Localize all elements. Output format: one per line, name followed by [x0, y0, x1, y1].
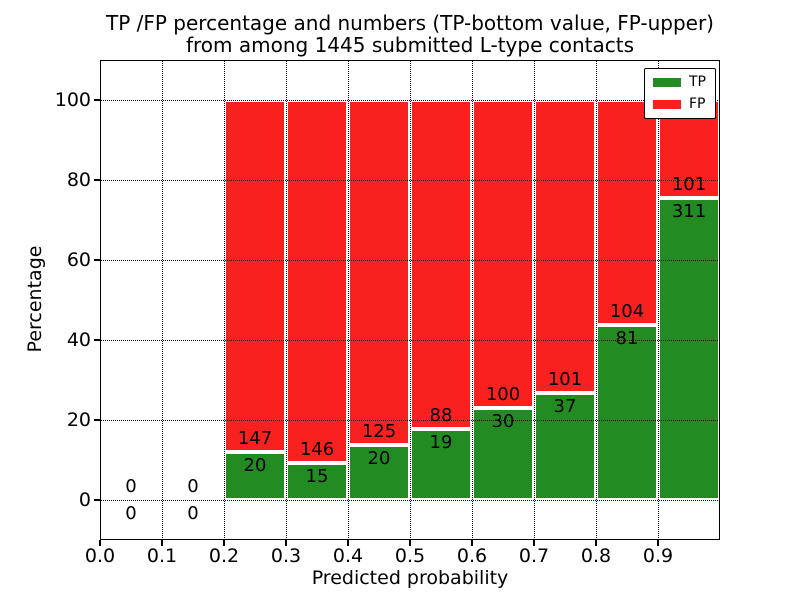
- bar-segment-fp: [534, 100, 596, 393]
- y-tick: [94, 499, 100, 501]
- x-tick-label: 0.6: [456, 545, 488, 567]
- x-tick-label: 0.0: [84, 545, 116, 567]
- legend-swatch-tp: [653, 77, 681, 87]
- x-tick: [409, 540, 411, 546]
- grid-line-vertical: [534, 60, 535, 540]
- bar-label-fp: 101: [671, 174, 707, 196]
- y-tick: [94, 419, 100, 421]
- x-tick-label: 0.9: [642, 545, 674, 567]
- grid-line-vertical: [162, 60, 163, 540]
- y-tick-label: 40: [66, 329, 91, 351]
- bar-label-fp: 0: [187, 476, 199, 497]
- chart-title: TP /FP percentage and numbers (TP-bottom…: [60, 12, 760, 56]
- legend: TP FP: [644, 68, 716, 119]
- y-tick-label: 60: [66, 249, 91, 271]
- grid-line-vertical: [410, 60, 411, 540]
- bar-segment-fp: [224, 100, 286, 453]
- y-tick-label: 80: [66, 169, 91, 191]
- x-tick-label: 0.7: [518, 545, 550, 567]
- bar-label-fp: 0: [125, 476, 137, 497]
- grid-line-horizontal: [100, 180, 720, 181]
- x-tick: [471, 540, 473, 546]
- y-tick: [94, 259, 100, 261]
- bar-segment-fp: [286, 100, 348, 463]
- x-tick: [595, 540, 597, 546]
- bar-segment-fp: [348, 100, 410, 445]
- x-tick-label: 0.2: [208, 545, 240, 567]
- grid-line-vertical: [348, 60, 349, 540]
- bar-segment-tp: [286, 462, 348, 500]
- y-tick-label: 0: [78, 489, 91, 511]
- legend-label-tp: TP: [689, 74, 706, 90]
- x-tick-label: 0.8: [580, 545, 612, 567]
- bar-label-tp: 0: [125, 503, 137, 524]
- bar-label-tp: 0: [187, 503, 199, 524]
- grid-line-vertical: [658, 60, 659, 540]
- x-tick-label: 0.4: [332, 545, 364, 567]
- x-tick: [533, 540, 535, 546]
- bar-label-tp: 81: [615, 327, 639, 349]
- bar-label-fp: 100: [485, 383, 521, 405]
- x-tick-label: 0.5: [394, 545, 426, 567]
- x-tick: [223, 540, 225, 546]
- bar-label-fp: 101: [547, 368, 583, 390]
- bar-segment-tp: [410, 428, 472, 500]
- x-tick: [347, 540, 349, 546]
- bar-label-fp: 125: [361, 420, 397, 442]
- bar-label-tp: 15: [305, 465, 329, 487]
- grid-line-vertical: [286, 60, 287, 540]
- grid-line-horizontal: [100, 340, 720, 341]
- x-tick: [161, 540, 163, 546]
- x-tick-label: 0.1: [146, 545, 178, 567]
- bar-label-tp: 37: [553, 395, 577, 417]
- legend-label-fp: FP: [689, 96, 706, 112]
- legend-entry-tp: TP: [653, 75, 706, 89]
- bar-label-fp: 104: [609, 300, 645, 322]
- bar-segment-tp: [658, 198, 720, 500]
- bar-segment-tp: [348, 444, 410, 500]
- x-tick: [285, 540, 287, 546]
- y-tick-label: 100: [54, 89, 91, 111]
- y-tick: [94, 179, 100, 181]
- y-tick: [94, 99, 100, 101]
- y-tick-label: 20: [66, 409, 91, 431]
- bar-segment-tp: [534, 392, 596, 500]
- bar-segment-fp: [472, 100, 534, 408]
- legend-swatch-fp: [653, 99, 681, 109]
- grid-line-vertical: [224, 60, 225, 540]
- bar-label-fp: 147: [237, 428, 273, 450]
- x-tick: [99, 540, 101, 546]
- x-tick-label: 0.3: [270, 545, 302, 567]
- grid-line-vertical: [596, 60, 597, 540]
- bar-label-tp: 20: [367, 447, 391, 469]
- bar-segment-tp: [596, 324, 658, 500]
- bar-label-fp: 88: [429, 404, 453, 426]
- bar-segment-fp: [410, 100, 472, 429]
- grid-line-vertical: [472, 60, 473, 540]
- legend-entry-fp: FP: [653, 97, 706, 111]
- bar-segment-tp: [472, 407, 534, 500]
- x-tick: [657, 540, 659, 546]
- bar-label-fp: 146: [299, 438, 335, 460]
- grid-line-horizontal: [100, 500, 720, 501]
- bar-label-tp: 30: [491, 410, 515, 432]
- grid-line-horizontal: [100, 420, 720, 421]
- y-tick: [94, 339, 100, 341]
- chart-title-line2: from among 1445 submitted L-type contact…: [185, 33, 635, 57]
- grid-line-horizontal: [100, 260, 720, 261]
- bar-label-tp: 311: [671, 201, 707, 223]
- x-axis-label: Predicted probability: [311, 567, 509, 589]
- chart-title-line1: TP /FP percentage and numbers (TP-bottom…: [106, 11, 714, 35]
- bar-label-tp: 20: [243, 455, 267, 477]
- bar-label-tp: 19: [429, 431, 453, 453]
- bar-segment-fp: [596, 100, 658, 325]
- plot-area: TP FP 0 0 0 0 147 20 146 15 125 20 88 19 100 30 101 37 10…: [100, 60, 720, 540]
- bar-segment-tp: [224, 452, 286, 500]
- grid-line-horizontal: [100, 100, 720, 101]
